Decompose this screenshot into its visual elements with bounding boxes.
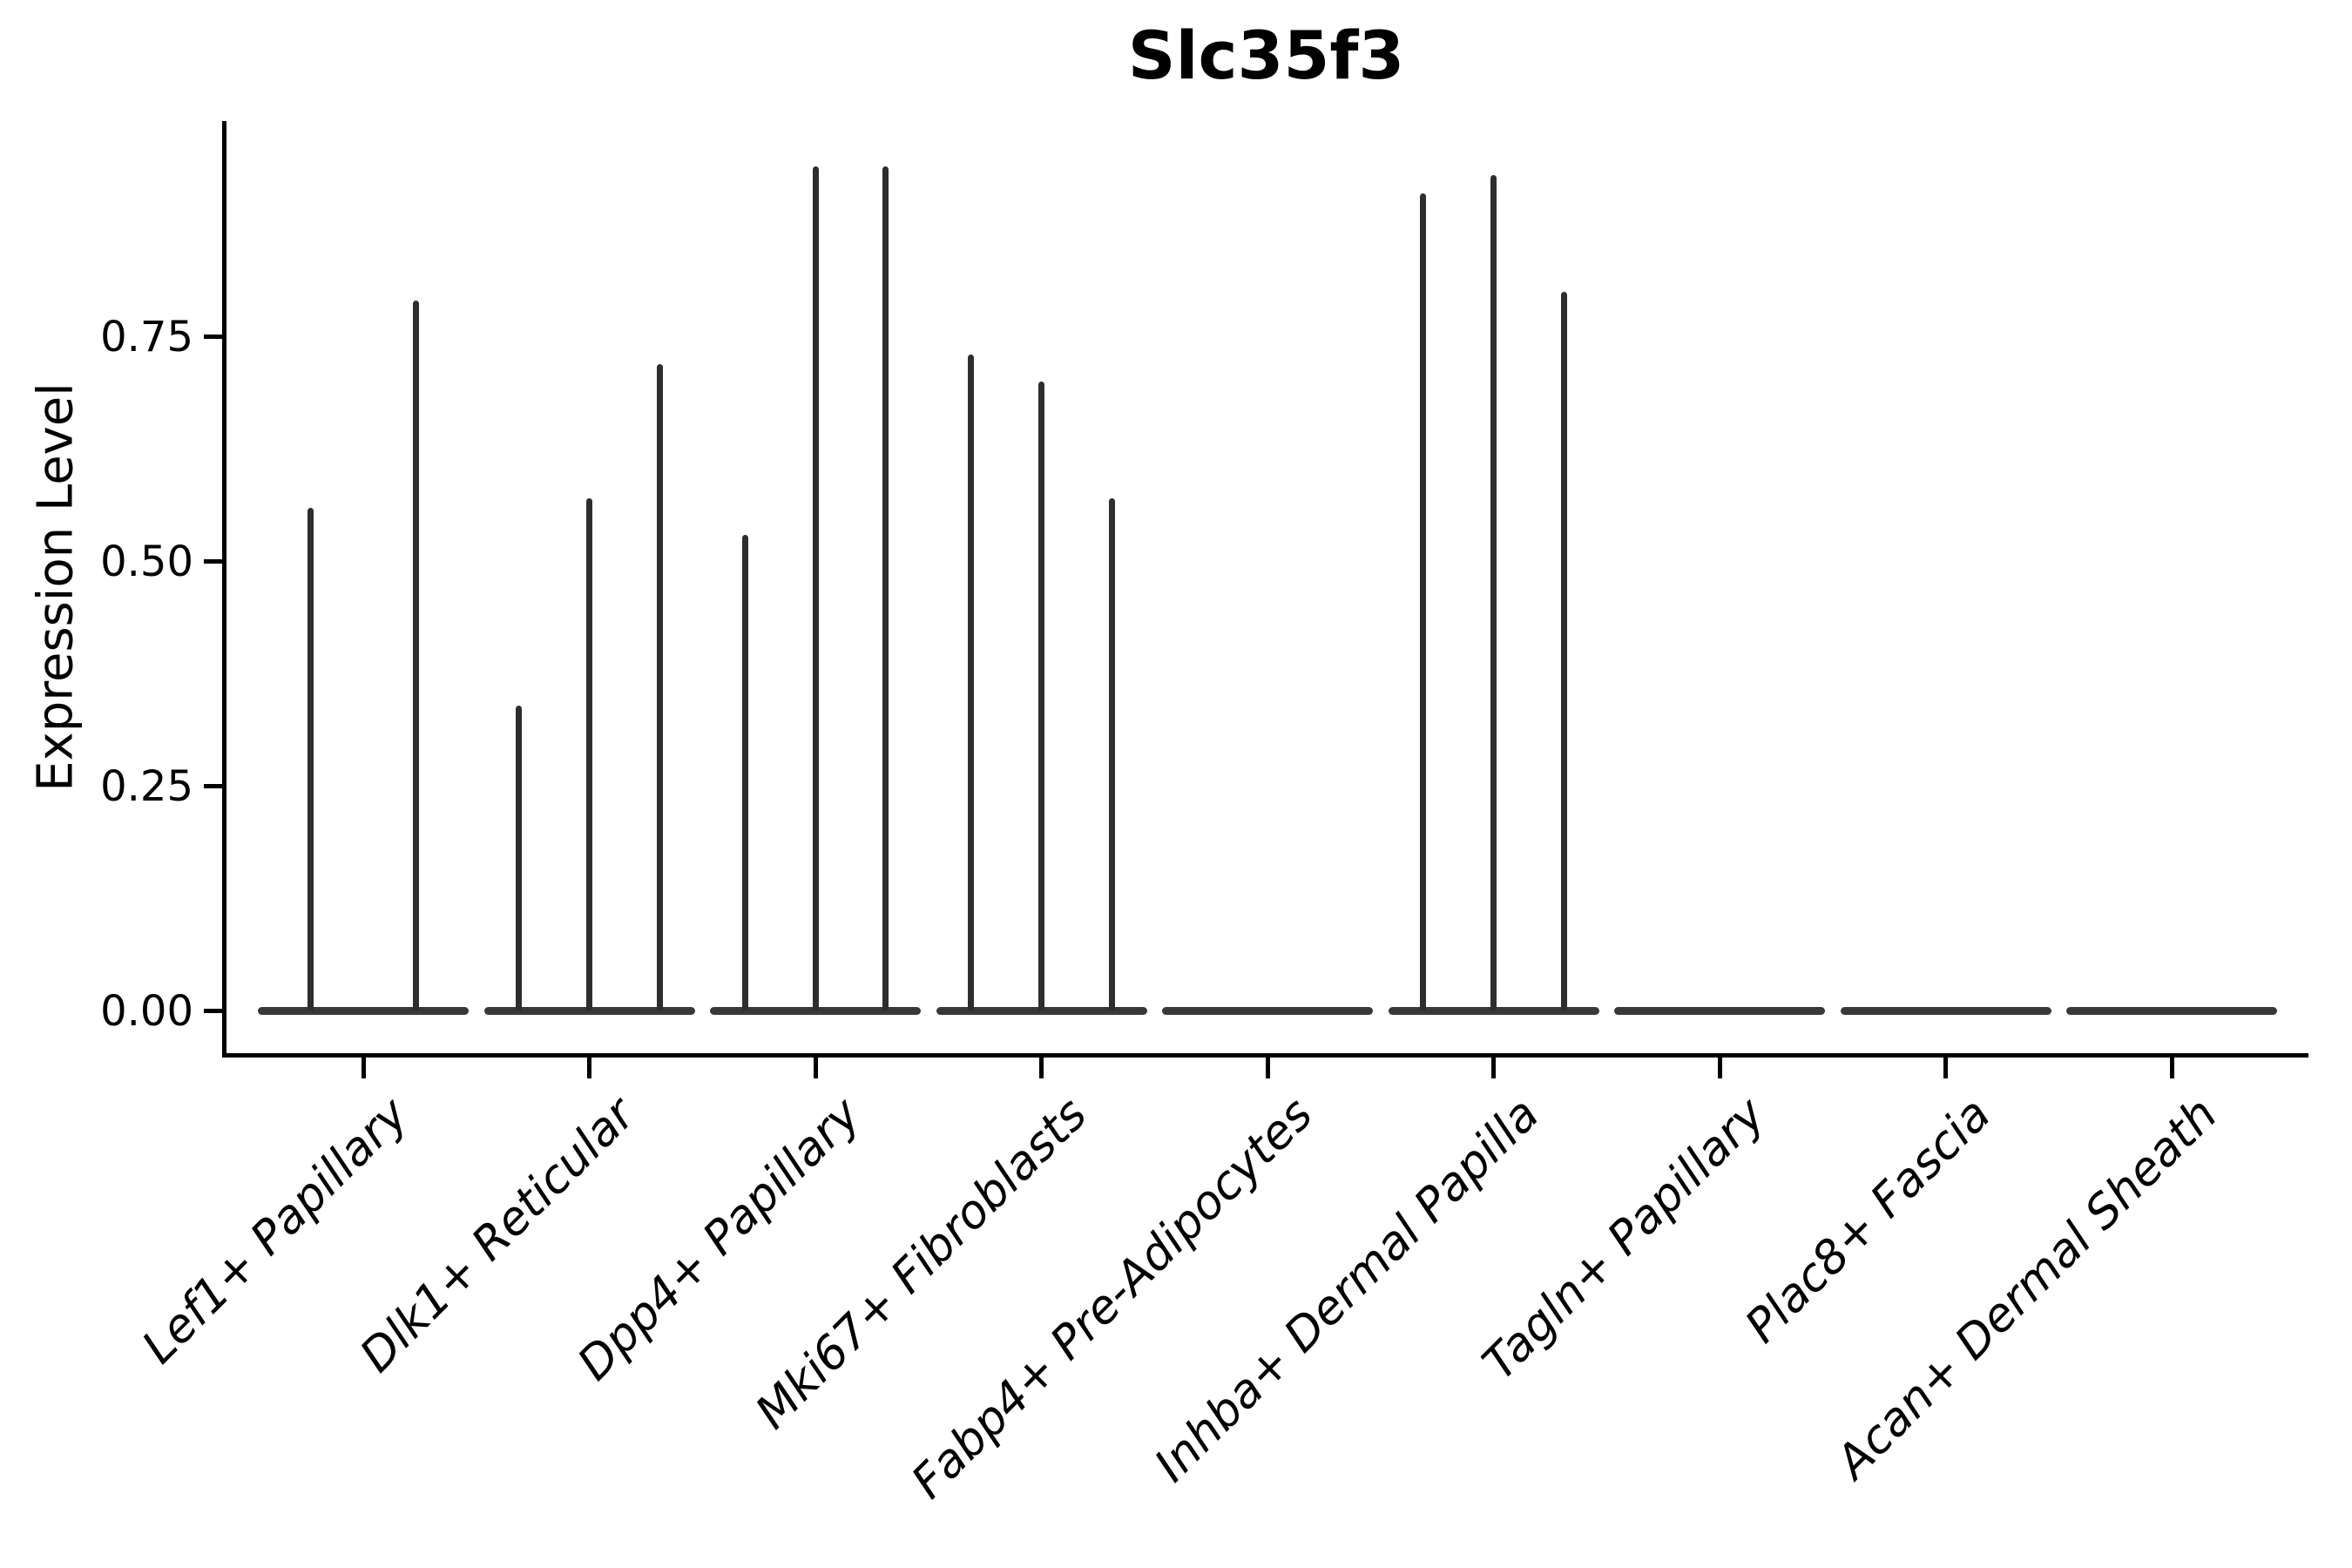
y-tick-mark (204, 1009, 225, 1013)
violin-spike (968, 355, 975, 1011)
x-tick-mark (1717, 1058, 1722, 1078)
violin-base (483, 1007, 695, 1015)
violin-spike (1560, 292, 1567, 1011)
x-tick-mark (1039, 1058, 1044, 1078)
y-axis-line (222, 121, 226, 1058)
x-tick-mark (1491, 1058, 1496, 1078)
violin-base (2066, 1007, 2277, 1015)
violin-spike (1038, 382, 1044, 1011)
x-tick-mark (587, 1058, 591, 1078)
violin-spike (741, 534, 748, 1011)
x-tick-mark (813, 1058, 818, 1078)
violin-spike (882, 166, 889, 1011)
violin-base (1614, 1007, 1825, 1015)
y-tick-label: 0.75 (100, 312, 193, 362)
violin-spike (812, 166, 819, 1011)
violin-spike (656, 363, 663, 1011)
chart-title: Slc35f3 (1127, 17, 1405, 94)
x-category-label: Acan+ Dermal Sheath (1826, 1087, 2227, 1490)
violin-spike (308, 507, 314, 1011)
violin-base (936, 1007, 1147, 1015)
y-tick-label: 0.00 (100, 986, 193, 1036)
y-tick-mark (204, 784, 225, 789)
violin-base (710, 1007, 921, 1015)
violin-spike (413, 301, 419, 1011)
x-tick-mark (361, 1058, 366, 1078)
violin-base (1840, 1007, 2051, 1015)
y-tick-mark (204, 335, 225, 340)
violin-base (1162, 1007, 1373, 1015)
violin-base (258, 1007, 469, 1015)
y-tick-label: 0.50 (100, 537, 193, 586)
violin-spike (1420, 193, 1427, 1011)
violin-spike (516, 705, 523, 1011)
x-axis-line (222, 1053, 2308, 1058)
violin-spike (586, 498, 592, 1011)
x-tick-mark (1943, 1058, 1948, 1078)
x-category-label: Plac8+ Fascia (1735, 1087, 2002, 1354)
y-tick-label: 0.25 (100, 761, 193, 811)
violin-base (1388, 1007, 1599, 1015)
y-tick-mark (204, 559, 225, 564)
x-tick-mark (1265, 1058, 1270, 1078)
x-category-label: Inhba+ Dermal Papilla (1144, 1087, 1550, 1493)
violin-spike (1108, 498, 1115, 1011)
y-axis-label: Expression Level (27, 382, 84, 792)
violin-spike (1490, 174, 1497, 1011)
x-tick-mark (2169, 1058, 2174, 1078)
x-category-label: Fabp4+ Pre-Adipocytes (902, 1087, 1323, 1510)
